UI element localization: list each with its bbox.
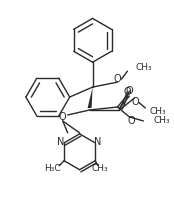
Text: O: O [59,112,66,122]
Text: O: O [114,74,121,84]
Text: CH₃: CH₃ [135,63,152,72]
Text: CH₃: CH₃ [149,108,166,117]
Text: CH₃: CH₃ [153,117,170,125]
Text: H₃C: H₃C [44,164,61,173]
Text: O: O [128,116,135,126]
Text: O: O [132,97,139,107]
Text: N: N [94,137,102,147]
Text: CH₃: CH₃ [92,164,108,173]
Text: O: O [124,87,131,97]
Text: N: N [57,137,65,147]
Polygon shape [88,87,93,108]
Text: O: O [126,86,133,96]
